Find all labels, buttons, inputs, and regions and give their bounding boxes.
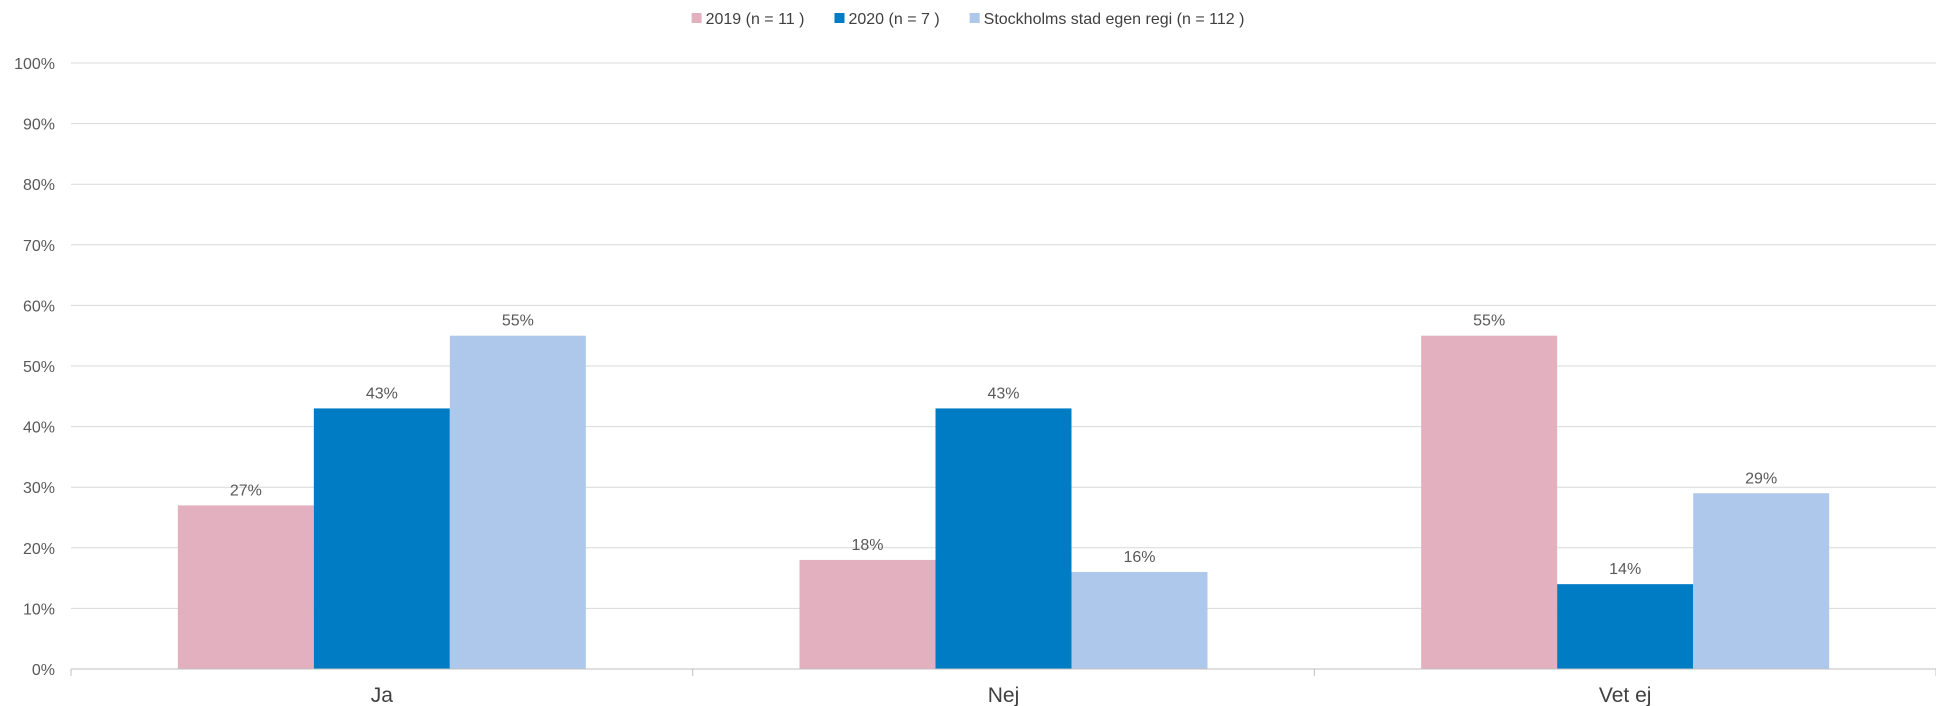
legend: 2019 (n = 11 ) 2020 (n = 7 ) Stockholms st… bbox=[691, 11, 1245, 28]
legend-label: 2020 (n = 7 ) bbox=[848, 11, 939, 28]
bar bbox=[177, 505, 314, 669]
legend-label: 2019 (n = 11 ) bbox=[706, 11, 805, 28]
bar bbox=[449, 335, 586, 669]
bar bbox=[935, 408, 1072, 669]
bar bbox=[1421, 335, 1558, 669]
legend-item: 2019 (n = 11 ) bbox=[691, 11, 805, 28]
data-label: 55% bbox=[502, 313, 534, 330]
y-tick-label: 70% bbox=[23, 238, 55, 255]
x-axis bbox=[70, 668, 1936, 676]
category-label: Ja bbox=[371, 684, 394, 706]
data-labels: 27% 43% 55% 18% 43% 16% 55% 14% 29% bbox=[230, 313, 1777, 578]
y-tick-label: 20% bbox=[23, 541, 55, 558]
legend-swatch bbox=[969, 13, 980, 23]
category-label: Nej bbox=[988, 684, 1020, 706]
bar bbox=[1557, 584, 1694, 669]
y-tick-label: 0% bbox=[32, 662, 55, 679]
y-tick-label: 50% bbox=[23, 359, 55, 376]
data-label: 43% bbox=[987, 385, 1019, 402]
y-tick-label: 30% bbox=[23, 480, 55, 497]
y-axis-ticks: 0% 10% 20% 30% 40% 50% 60% 70% 80% 90% 100% bbox=[14, 56, 55, 679]
category-labels: Ja Nej Vet ej bbox=[371, 684, 1652, 706]
data-label: 18% bbox=[851, 537, 883, 554]
legend-swatch bbox=[691, 13, 702, 23]
y-tick-label: 60% bbox=[23, 298, 55, 315]
bar bbox=[313, 408, 450, 669]
y-tick-label: 10% bbox=[23, 601, 55, 618]
y-tick-label: 80% bbox=[23, 177, 55, 194]
y-tick-label: 40% bbox=[23, 420, 55, 437]
y-tick-label: 100% bbox=[14, 56, 55, 73]
data-label: 16% bbox=[1123, 549, 1155, 566]
category-label: Vet ej bbox=[1599, 684, 1652, 706]
legend-label: Stockholms stad egen regi (n = 112 ) bbox=[984, 11, 1245, 28]
data-label: 43% bbox=[366, 385, 398, 402]
data-label: 55% bbox=[1473, 313, 1505, 330]
data-label: 27% bbox=[230, 482, 262, 499]
data-label: 14% bbox=[1609, 561, 1641, 578]
bar bbox=[799, 559, 936, 669]
data-label: 29% bbox=[1745, 470, 1777, 487]
bar bbox=[1693, 493, 1830, 669]
bars bbox=[177, 335, 1830, 669]
y-tick-label: 90% bbox=[23, 117, 55, 134]
legend-item: Stockholms stad egen regi (n = 112 ) bbox=[969, 11, 1245, 28]
legend-swatch bbox=[834, 13, 845, 23]
legend-item: 2020 (n = 7 ) bbox=[834, 11, 940, 28]
bar bbox=[1071, 572, 1208, 669]
